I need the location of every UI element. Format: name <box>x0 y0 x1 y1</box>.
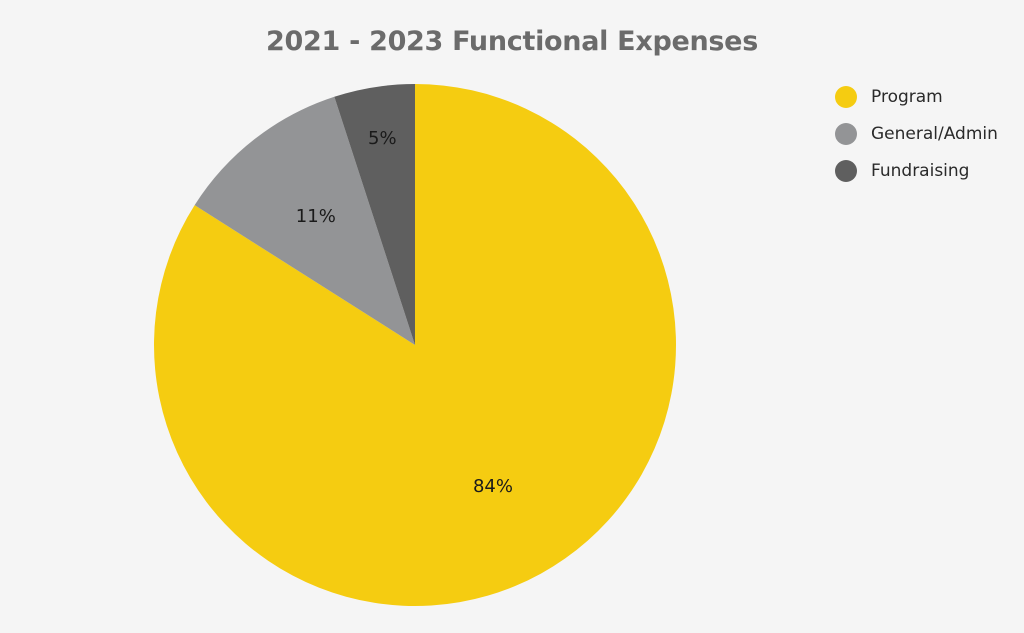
legend-swatch-general-admin <box>835 122 857 145</box>
pie-slice-fundraising <box>334 84 415 345</box>
legend-swatch-program <box>835 85 857 108</box>
pie-slices <box>154 84 676 606</box>
legend-item-program: Program <box>835 84 998 109</box>
legend-label-general-admin: General/Admin <box>871 123 998 144</box>
legend-swatch-fundraising <box>835 159 857 182</box>
legend-label-fundraising: Fundraising <box>871 160 970 181</box>
legend-item-general-admin: General/Admin <box>835 121 998 146</box>
legend: Program General/Admin Fundraising <box>835 84 998 195</box>
data-label-fundraising: 5% <box>368 128 397 149</box>
pie-slice-general-admin <box>194 96 415 345</box>
legend-label-program: Program <box>871 86 943 107</box>
chart-title: 2021 - 2023 Functional Expenses <box>266 26 758 57</box>
legend-item-fundraising: Fundraising <box>835 158 998 183</box>
data-label-program: 84% <box>473 476 513 497</box>
pie-data-labels: 84% 11% 5% <box>296 128 513 497</box>
data-label-general-admin: 11% <box>296 206 336 227</box>
